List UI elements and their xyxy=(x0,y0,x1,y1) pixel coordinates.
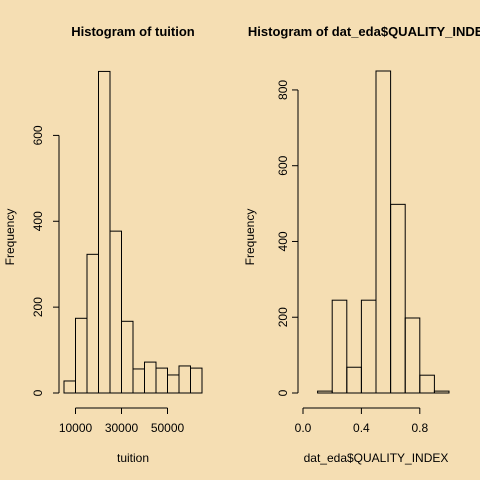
bar xyxy=(167,374,180,394)
bar xyxy=(178,365,191,394)
x-tick-label: 0.8 xyxy=(411,421,428,435)
bar xyxy=(132,368,145,394)
bar xyxy=(419,374,435,394)
bar xyxy=(190,367,203,394)
bar xyxy=(121,320,134,394)
bar xyxy=(360,299,377,394)
bar xyxy=(98,70,111,394)
bar xyxy=(390,203,406,394)
x-tick-label: 0.4 xyxy=(353,421,370,435)
bar xyxy=(75,317,88,394)
x-tick-label: 50000 xyxy=(151,421,185,435)
x-axis-label: tuition xyxy=(117,451,149,465)
x-tick-label: 0.0 xyxy=(295,421,312,435)
y-axis-label: Frequency xyxy=(3,209,17,266)
bar xyxy=(404,317,421,394)
bar xyxy=(155,367,168,394)
bar xyxy=(144,361,157,394)
y-tick-label: 400 xyxy=(31,211,45,231)
bar xyxy=(317,390,333,394)
x-axis-label: dat_eda$QUALITY_INDEX xyxy=(304,451,449,465)
y-tick-label: 800 xyxy=(276,80,290,100)
x-tick-label: 10000 xyxy=(59,421,93,435)
chart-title: Histogram of dat_eda$QUALITY_INDEX xyxy=(248,24,480,39)
bar xyxy=(375,70,392,394)
bar xyxy=(331,299,348,394)
bar xyxy=(86,253,99,394)
bar xyxy=(63,380,76,394)
bar xyxy=(433,390,450,394)
bar xyxy=(346,366,362,394)
y-tick-label: 600 xyxy=(31,125,45,145)
y-tick-label: 0 xyxy=(276,389,290,396)
y-tick-label: 200 xyxy=(31,297,45,317)
y-tick-label: 600 xyxy=(276,155,290,175)
y-tick-label: 200 xyxy=(276,307,290,327)
y-tick-label: 400 xyxy=(276,231,290,251)
y-tick-label: 0 xyxy=(31,389,45,396)
bar xyxy=(109,230,122,394)
y-axis-label: Frequency xyxy=(243,209,257,266)
x-tick-label: 30000 xyxy=(105,421,139,435)
chart-title: Histogram of tuition xyxy=(71,24,195,39)
